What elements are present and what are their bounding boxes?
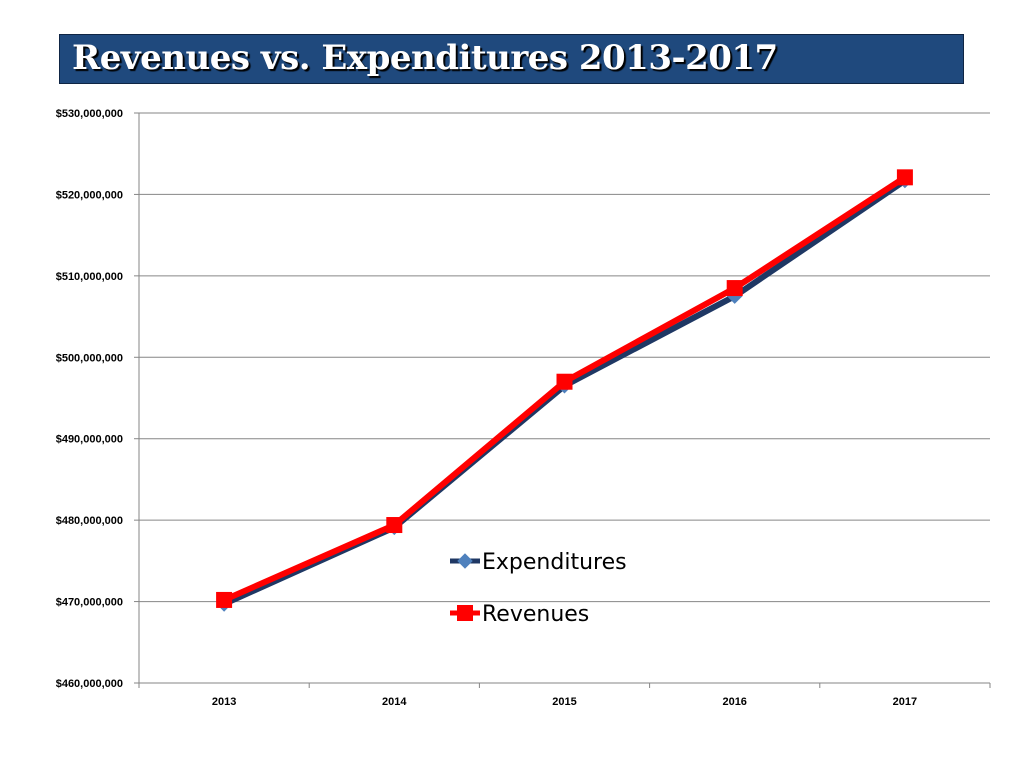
revenues-point xyxy=(896,169,913,186)
y-tick-label: $490,000,000 xyxy=(56,434,123,446)
y-tick-label: $520,000,000 xyxy=(56,189,123,201)
legend-expenditures-label: Expenditures xyxy=(482,550,627,575)
x-tick-label: 2017 xyxy=(893,696,917,708)
revenues-point xyxy=(216,591,233,608)
y-tick-label: $500,000,000 xyxy=(56,352,123,364)
x-tick-label: 2014 xyxy=(382,696,407,708)
x-tick-label: 2016 xyxy=(722,696,746,708)
y-tick-label: $460,000,000 xyxy=(56,678,123,690)
title-bar: Revenues vs. Expenditures 2013-2017 xyxy=(59,34,964,84)
y-tick-label: $530,000,000 xyxy=(56,108,123,120)
y-tick-label: $510,000,000 xyxy=(56,271,123,283)
x-tick-label: 2015 xyxy=(552,696,576,708)
y-tick-label: $480,000,000 xyxy=(56,515,123,527)
x-tick-label: 2013 xyxy=(212,696,236,708)
legend-revenues-label: Revenues xyxy=(482,602,589,627)
legend-diamond-icon xyxy=(457,553,473,569)
slide-title: Revenues vs. Expenditures 2013-2017 xyxy=(72,38,778,78)
legend-square-icon xyxy=(457,605,473,621)
y-tick-label: $470,000,000 xyxy=(56,597,123,609)
revenues-point xyxy=(386,517,403,534)
revenues-point xyxy=(726,280,743,297)
revenues-point xyxy=(556,373,573,390)
